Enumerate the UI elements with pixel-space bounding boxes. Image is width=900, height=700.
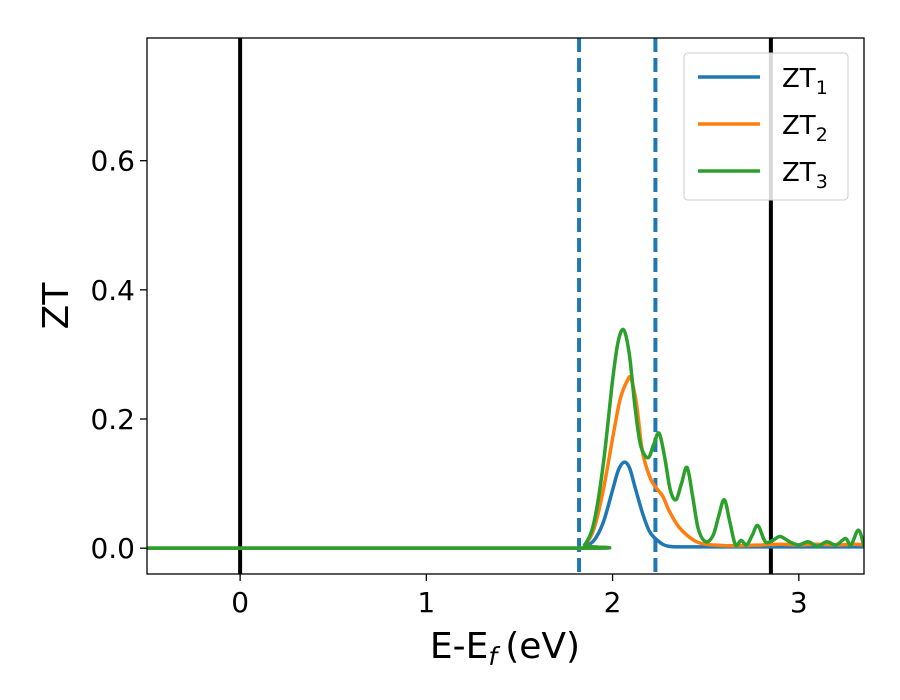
y-axis-ticks: 0.0 0.2 0.4 0.6	[90, 145, 147, 565]
x-tick-label: 0	[231, 586, 249, 619]
legend: ZT1 ZT2 ZT3	[683, 52, 849, 201]
x-axis-ticks: 0 1 2 3	[231, 574, 808, 619]
y-tick-label: 0.0	[90, 532, 135, 565]
y-tick-label: 0.6	[90, 145, 135, 178]
legend-label-zt1: ZT1	[782, 64, 828, 99]
y-tick-label: 0.2	[90, 403, 135, 436]
y-axis-label: ZT	[36, 282, 77, 330]
plot-frame	[146, 37, 865, 575]
legend-box	[683, 52, 849, 201]
x-axis-label: E-Ef (eV)	[430, 626, 580, 671]
series-layer	[147, 327, 864, 550]
series-line-zt3	[147, 327, 864, 550]
legend-label-zt2: ZT2	[782, 111, 828, 146]
x-tick-label: 3	[790, 586, 808, 619]
y-tick-label: 0.4	[90, 274, 135, 307]
legend-label-zt3: ZT3	[782, 158, 828, 193]
x-tick-label: 2	[604, 586, 622, 619]
x-tick-label: 1	[417, 586, 435, 619]
